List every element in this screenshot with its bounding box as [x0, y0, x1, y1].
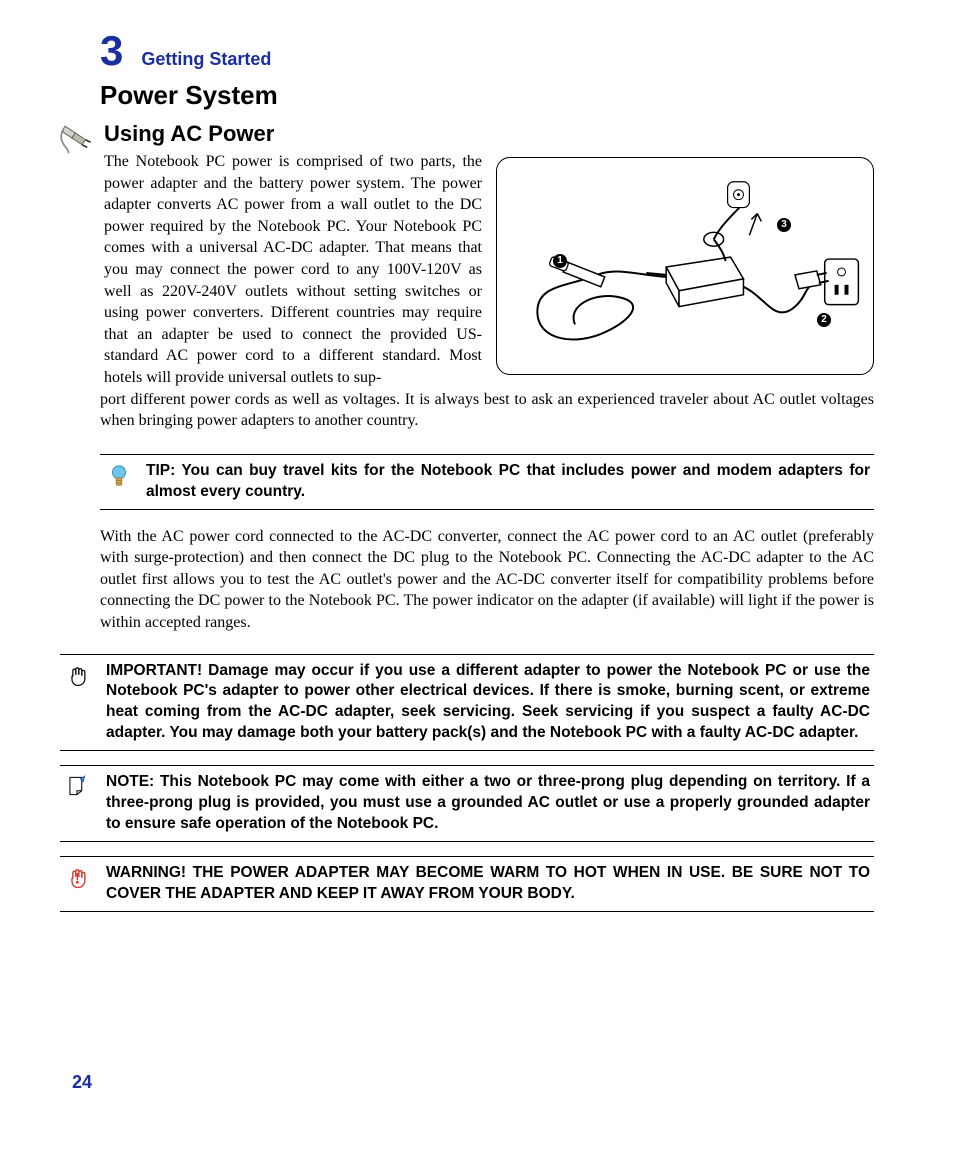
diagram-marker-2: 2 [817, 313, 831, 327]
tip-icon [106, 463, 134, 494]
power-adapter-illustration: 1 2 3 [496, 157, 874, 375]
warning-text: WARNING! THE POWER ADAPTER MAY BECOME WA… [106, 863, 874, 905]
chapter-title: Getting Started [141, 49, 271, 70]
page: 3 Getting Started Power System Using AC … [0, 0, 954, 952]
paragraph-1-continuation: port different power cords as well as vo… [100, 389, 874, 432]
subsection-title: Using AC Power [104, 121, 874, 147]
tip-text: TIP: You can buy travel kits for the Not… [146, 461, 874, 503]
page-number: 24 [72, 1072, 92, 1093]
section-title: Power System [100, 80, 874, 111]
diagram-marker-3: 3 [777, 218, 791, 232]
important-hand-icon [66, 663, 94, 694]
tip-callout: TIP: You can buy travel kits for the Not… [100, 454, 874, 510]
important-text: IMPORTANT! Damage may occur if you use a… [106, 661, 874, 745]
chapter-header: 3 Getting Started [100, 30, 874, 72]
warning-callout: WARNING! THE POWER ADAPTER MAY BECOME WA… [60, 856, 874, 912]
note-page-icon [66, 774, 94, 803]
note-callout: NOTE: This Notebook PC may come with eit… [60, 765, 874, 842]
note-text: NOTE: This Notebook PC may come with eit… [106, 772, 874, 835]
important-callout: IMPORTANT! Damage may occur if you use a… [60, 654, 874, 752]
subsection-body: Using AC Power [104, 121, 874, 389]
chapter-number: 3 [100, 30, 123, 72]
wrap-block: 1 2 3 The Notebook PC power is comprised… [104, 151, 874, 389]
paragraph-2: With the AC power cord connected to the … [100, 526, 874, 634]
subsection-row: Using AC Power [60, 121, 874, 389]
diagram-marker-1: 1 [553, 254, 567, 268]
warning-hand-icon [66, 865, 94, 896]
power-plug-icon [60, 121, 94, 160]
